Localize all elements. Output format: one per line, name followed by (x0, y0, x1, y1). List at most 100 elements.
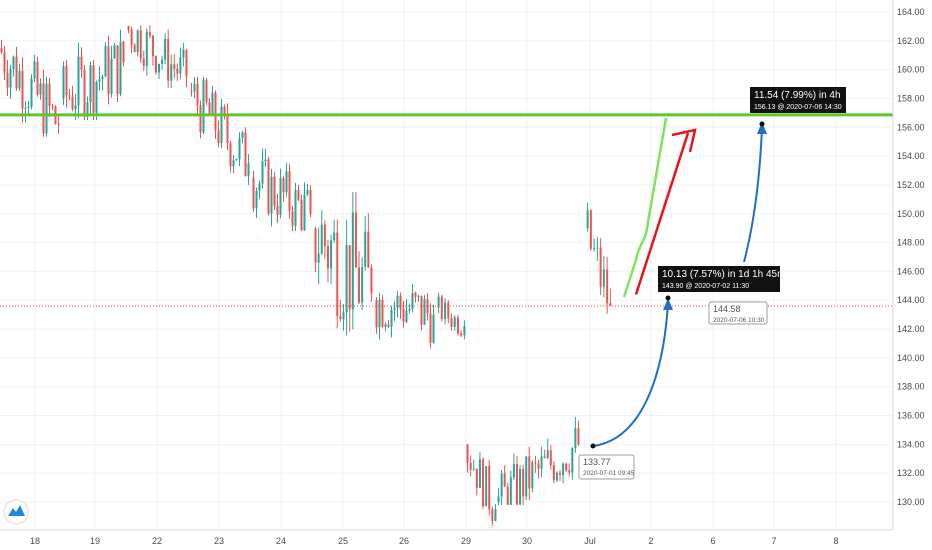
candle-body (130, 29, 133, 45)
time-tick-label: Jul (584, 536, 596, 546)
red-arrow-head[interactable] (671, 128, 697, 153)
candle-body (330, 240, 333, 269)
time-tick-label: 24 (276, 536, 286, 546)
candle-body (375, 300, 378, 328)
candle-body (270, 176, 273, 214)
time-tick-label: 29 (461, 536, 471, 546)
green-freehand-line[interactable] (622, 117, 668, 298)
candle-body (241, 132, 244, 139)
candle-body (179, 57, 182, 74)
red-arrow-line[interactable] (634, 132, 690, 295)
candle-body (0, 48, 3, 53)
candle-body (593, 248, 596, 250)
measurement-sub-text: 156.13 @ 2020-07-06 14:30 (754, 104, 842, 111)
candle-body (71, 96, 74, 110)
candle-body (475, 468, 478, 488)
price-point-label[interactable] (578, 454, 635, 480)
candle-body (223, 106, 226, 115)
price-tick-label: 138.00 (897, 382, 925, 392)
time-axis[interactable]: 18 19 22 23 24 25 26 29 30 Jul 2 6 7 8 (0, 529, 893, 546)
candle-body (531, 462, 534, 489)
candle-body (460, 333, 463, 336)
time-tick-label: 6 (710, 536, 715, 546)
candle-body (393, 307, 396, 310)
anchor-point[interactable] (665, 295, 671, 301)
candle-body (384, 324, 387, 327)
candle-body (51, 106, 54, 108)
candle-body (345, 245, 348, 313)
horizontal-levels[interactable]: 156.86143.6012:49 (0, 107, 930, 328)
candle-body (390, 309, 393, 327)
candle-body (220, 106, 223, 144)
candle-body (440, 296, 443, 320)
candle-body (151, 35, 154, 57)
candle-body (98, 79, 101, 82)
candle-body (525, 456, 528, 497)
candle-body (95, 81, 98, 113)
candle-body (378, 299, 381, 328)
candle-body (399, 295, 402, 309)
candle-body (447, 302, 450, 319)
candle-body (110, 58, 113, 95)
price-tick-label: 152.00 (897, 180, 925, 190)
candle-body (145, 32, 148, 67)
candle-body (208, 102, 211, 115)
measurement-tooltip[interactable] (658, 266, 780, 292)
price-axis[interactable]: 130.00 132.00 134.00 136.00 138.00 140.00 142.… (892, 0, 932, 550)
blue-curved-arrow[interactable] (743, 127, 763, 263)
candle-body (173, 64, 176, 69)
candle-body (3, 52, 6, 73)
anchor-point[interactable] (759, 121, 765, 127)
candle-body (68, 95, 71, 97)
candle-body (190, 91, 193, 93)
candle-body (297, 189, 300, 200)
candle-body (370, 267, 373, 294)
time-tick-label: 30 (522, 536, 532, 546)
candle-body (408, 309, 411, 311)
candle-body (267, 159, 270, 214)
candle-body (503, 473, 506, 487)
candle-body (571, 448, 574, 473)
candle-body (12, 56, 15, 70)
candle-body (364, 231, 367, 267)
candle-body (217, 130, 220, 144)
candle-body (83, 69, 86, 117)
candle-body (238, 138, 241, 159)
candle-body (235, 158, 238, 161)
measurement-tooltip[interactable] (750, 87, 846, 113)
candle-body (565, 463, 568, 471)
candle-body (414, 292, 417, 297)
blue-curved-arrow[interactable] (592, 303, 669, 447)
candle-body (562, 463, 565, 476)
candle-body (294, 189, 297, 226)
candle-body (494, 509, 497, 521)
price-tick-label: 132.00 (897, 468, 925, 478)
tradingview-logo[interactable] (3, 499, 29, 525)
candle-body (158, 63, 161, 73)
candle-body (116, 45, 119, 95)
candle-body (586, 210, 589, 229)
candle-body (142, 58, 145, 67)
candle-body (252, 177, 255, 209)
drawings[interactable]: 10.13 (7.57%) in 1d 1h 45m 143.90 @ 2020-… (578, 87, 846, 480)
candle-body (411, 292, 414, 310)
candle-body (354, 212, 357, 268)
candle-body (599, 247, 602, 287)
candle-body (320, 224, 323, 254)
anchor-point[interactable] (590, 443, 596, 449)
candle-body (417, 295, 420, 297)
price-tick-label: 130.00 (897, 497, 925, 507)
price-tick-label: 134.00 (897, 439, 925, 449)
candle-body (336, 232, 339, 317)
price-point-label[interactable] (708, 301, 768, 325)
candle-body (512, 463, 515, 478)
candle-body (482, 459, 485, 507)
candle-body (182, 49, 185, 58)
chart-grid (0, 0, 893, 530)
price-tick-label: 160.00 (897, 65, 925, 75)
candle-body (276, 205, 279, 215)
candle-body (176, 68, 179, 74)
candle-body (552, 465, 555, 481)
candle-body (528, 456, 531, 489)
